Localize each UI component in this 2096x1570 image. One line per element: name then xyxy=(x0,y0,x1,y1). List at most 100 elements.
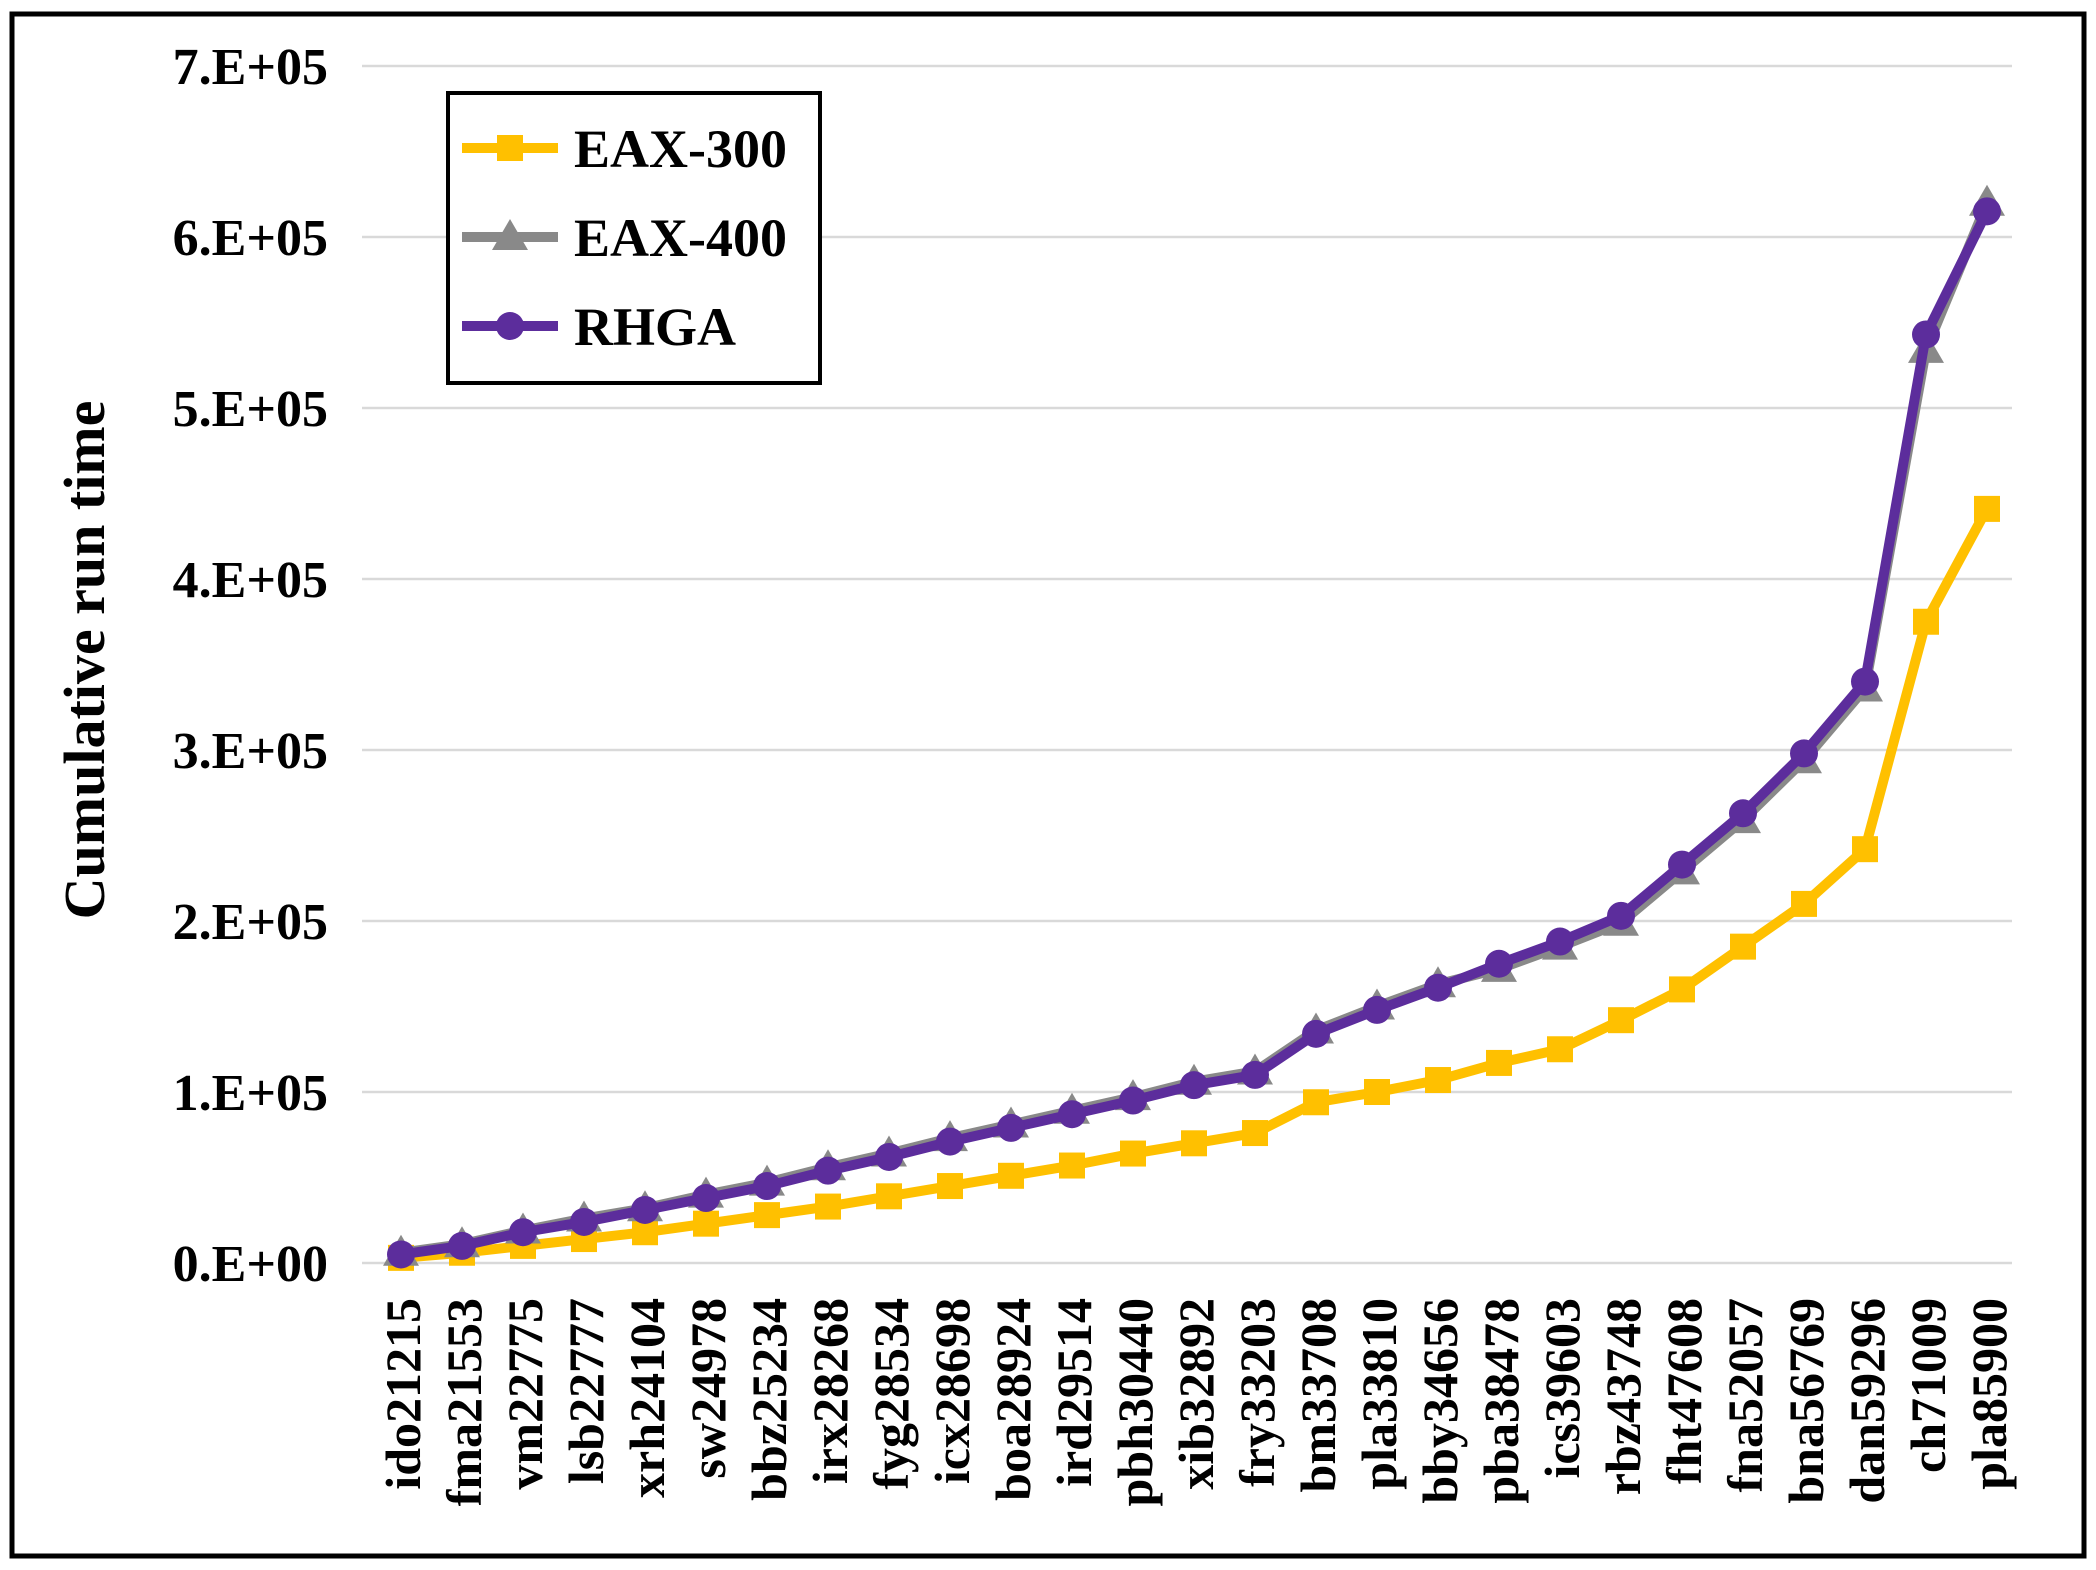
RHGA-marker-circle xyxy=(448,1231,476,1260)
RHGA-marker-circle xyxy=(1180,1071,1208,1100)
x-tick-label: dan59296 xyxy=(1839,1298,1895,1504)
x-tick-label: boa28924 xyxy=(985,1298,1041,1501)
legend-label-RHGA: RHGA xyxy=(574,297,736,357)
EAX-300-marker-square xyxy=(1852,836,1878,863)
EAX-300-marker-square xyxy=(815,1193,841,1220)
x-tick-label: vm22775 xyxy=(497,1298,553,1490)
x-tick-label: irx28268 xyxy=(802,1298,858,1484)
x-tick-label: bby34656 xyxy=(1412,1298,1468,1504)
x-tick-label: xib32892 xyxy=(1168,1298,1224,1490)
y-axis-title: Cumulative run time xyxy=(52,401,117,920)
RHGA-marker-circle xyxy=(1241,1060,1269,1089)
EAX-300-marker-square xyxy=(1974,495,2000,522)
y-tick-label: 4.E+05 xyxy=(173,552,328,609)
EAX-300-marker-square xyxy=(693,1210,719,1237)
x-tick-label: lsb22777 xyxy=(558,1298,614,1484)
x-tick-label: ch71009 xyxy=(1900,1298,1956,1473)
EAX-300-marker-square xyxy=(1913,608,1939,635)
RHGA-marker-circle xyxy=(1119,1086,1147,1115)
x-tick-label: pla85900 xyxy=(1961,1298,2017,1490)
legend-item-EAX-400: EAX-400 xyxy=(462,208,787,268)
RHGA-marker-circle xyxy=(692,1184,720,1213)
series-EAX-300 xyxy=(388,495,2000,1271)
y-tick-label: 6.E+05 xyxy=(173,210,328,267)
y-axis-tick-labels: 0.E+00 1.E+05 2.E+05 3.E+05 4.E+05 5.E+05 6.E+… xyxy=(173,39,328,1293)
y-tick-label: 3.E+05 xyxy=(173,723,328,780)
EAX-300-marker-square xyxy=(1181,1130,1207,1157)
RHGA-marker-circle xyxy=(753,1172,781,1201)
RHGA-marker-circle xyxy=(1485,949,1513,978)
RHGA-marker-circle xyxy=(1851,667,1879,696)
RHGA-marker-circle xyxy=(631,1195,659,1224)
RHGA-marker-circle xyxy=(570,1207,598,1236)
y-tick-label: 1.E+05 xyxy=(173,1065,328,1122)
legend-EAX-400-marker-triangle xyxy=(492,219,528,250)
RHGA-marker-circle xyxy=(1424,973,1452,1002)
legend-RHGA-marker-circle xyxy=(496,312,524,340)
x-tick-label: ird29514 xyxy=(1046,1298,1102,1487)
RHGA-marker-circle xyxy=(814,1156,842,1185)
x-axis-tick-labels: ido21215 fma21553 vm22775 lsb22777 xrh24104 s… xyxy=(375,1298,2017,1506)
EAX-300-marker-square xyxy=(937,1173,963,1200)
RHGA-marker-circle xyxy=(1302,1019,1330,1048)
x-tick-label: fyg28534 xyxy=(863,1298,919,1490)
x-tick-label: sw24978 xyxy=(680,1298,736,1479)
y-tick-label: 2.E+05 xyxy=(173,894,328,951)
figure-border xyxy=(9,11,2087,1559)
EAX-300-marker-square xyxy=(754,1202,780,1229)
RHGA-marker-circle xyxy=(1607,901,1635,930)
y-tick-label: 5.E+05 xyxy=(173,381,328,438)
series-RHGA xyxy=(387,197,2001,1269)
x-tick-label: ics39603 xyxy=(1534,1298,1590,1479)
EAX-300-marker-square xyxy=(1242,1120,1268,1147)
legend-label-EAX-400: EAX-400 xyxy=(574,208,787,268)
legend-item-EAX-300: EAX-300 xyxy=(462,119,787,179)
x-tick-label: fht47608 xyxy=(1656,1298,1712,1484)
RHGA-marker-circle xyxy=(387,1240,415,1269)
legend-EAX-300-marker-square xyxy=(497,135,523,161)
EAX-300-marker-square xyxy=(1791,890,1817,917)
x-tick-label: xrh24104 xyxy=(619,1298,675,1498)
RHGA-marker-circle xyxy=(1973,197,2001,226)
EAX-300-marker-square xyxy=(998,1162,1024,1189)
x-tick-label: bm33708 xyxy=(1290,1298,1346,1492)
EAX-300-marker-square xyxy=(1608,1007,1634,1034)
RHGA-marker-circle xyxy=(1546,927,1574,956)
RHGA-marker-circle xyxy=(875,1142,903,1171)
y-tick-label: 7.E+05 xyxy=(173,39,328,96)
x-tick-label: bna56769 xyxy=(1778,1298,1834,1504)
data-series xyxy=(383,184,2005,1271)
legend-item-RHGA: RHGA xyxy=(462,297,736,357)
x-tick-label: fry33203 xyxy=(1229,1298,1285,1487)
legend-label-EAX-300: EAX-300 xyxy=(574,119,787,179)
RHGA-marker-circle xyxy=(1912,320,1940,349)
EAX-300-marker-square xyxy=(1303,1089,1329,1116)
EAX-300-marker-square xyxy=(1730,933,1756,960)
EAX-300-marker-square xyxy=(1425,1067,1451,1094)
RHGA-marker-circle xyxy=(509,1218,537,1247)
RHGA-marker-circle xyxy=(1790,739,1818,768)
RHGA-marker-circle xyxy=(1058,1100,1086,1129)
x-tick-label: rbz43748 xyxy=(1595,1298,1651,1495)
EAX-300-marker-square xyxy=(876,1183,902,1210)
EAX-300-marker-square xyxy=(1059,1152,1085,1179)
x-tick-label: pla33810 xyxy=(1351,1298,1407,1490)
EAX-300-marker-square xyxy=(1669,976,1695,1003)
legend: EAX-300 EAX-400 RHGA xyxy=(446,91,822,385)
EAX-300-marker-square xyxy=(1120,1140,1146,1167)
x-tick-label: bbz25234 xyxy=(741,1298,797,1501)
RHGA-marker-circle xyxy=(1729,799,1757,828)
x-tick-label: fma21553 xyxy=(436,1298,492,1506)
EAX-300-marker-square xyxy=(1486,1049,1512,1076)
EAX-300-marker-square xyxy=(1364,1079,1390,1105)
x-tick-label: fna52057 xyxy=(1717,1298,1773,1492)
x-tick-label: pba38478 xyxy=(1473,1298,1529,1504)
x-tick-label: pbh30440 xyxy=(1107,1298,1163,1506)
RHGA-marker-circle xyxy=(1363,995,1391,1024)
x-tick-label: icx28698 xyxy=(924,1298,980,1484)
RHGA-marker-circle xyxy=(936,1127,964,1156)
RHGA-marker-circle xyxy=(997,1113,1025,1142)
EAX-300-marker-square xyxy=(1547,1036,1573,1063)
